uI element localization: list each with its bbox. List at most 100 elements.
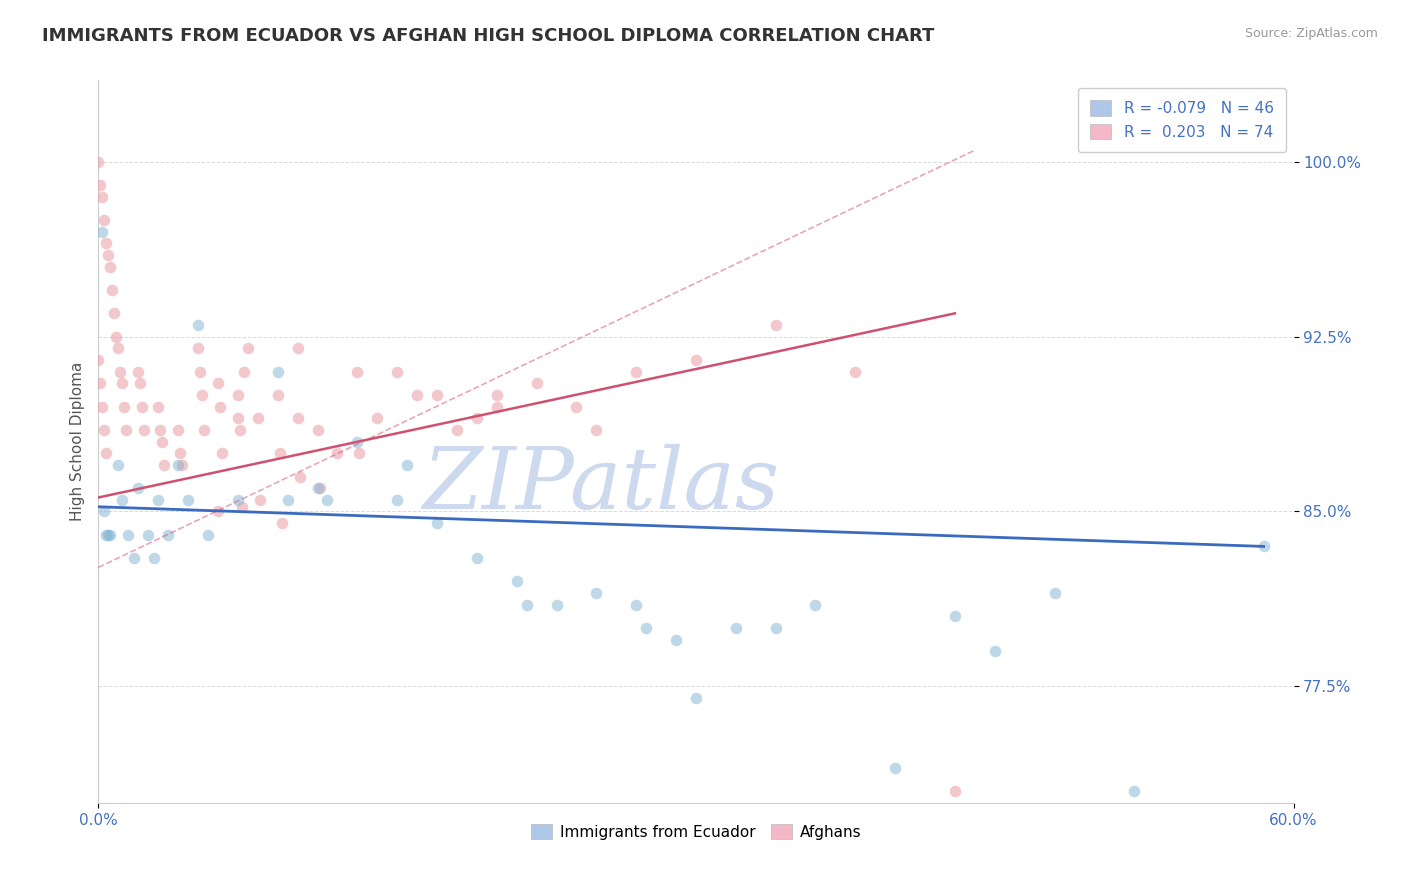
Point <box>804 598 827 612</box>
Point <box>143 551 166 566</box>
Point <box>107 341 129 355</box>
Point <box>149 423 172 437</box>
Point <box>277 492 299 507</box>
Point <box>136 528 159 542</box>
Point <box>269 446 291 460</box>
Point <box>167 458 190 472</box>
Point <box>93 504 115 518</box>
Point <box>96 236 118 251</box>
Point <box>110 365 132 379</box>
Text: Source: ZipAtlas.com: Source: ZipAtlas.com <box>1244 27 1378 40</box>
Point <box>87 154 110 169</box>
Point <box>485 388 508 402</box>
Point <box>105 329 128 343</box>
Point <box>93 423 115 437</box>
Point <box>229 423 252 437</box>
Point <box>984 644 1007 658</box>
Point <box>270 516 292 530</box>
Point <box>101 283 124 297</box>
Point <box>93 213 115 227</box>
Point <box>465 411 488 425</box>
Point <box>87 353 110 368</box>
Point <box>546 598 568 612</box>
Point <box>89 178 111 193</box>
Point <box>97 528 120 542</box>
Point <box>267 365 290 379</box>
Point <box>167 423 190 437</box>
Text: IMMIGRANTS FROM ECUADOR VS AFGHAN HIGH SCHOOL DIPLOMA CORRELATION CHART: IMMIGRANTS FROM ECUADOR VS AFGHAN HIGH S… <box>42 27 935 45</box>
Point <box>349 446 371 460</box>
Point <box>150 434 173 449</box>
Point <box>89 376 111 391</box>
Point <box>636 621 658 635</box>
Point <box>516 598 538 612</box>
Point <box>148 492 170 507</box>
Point <box>172 458 194 472</box>
Point <box>665 632 688 647</box>
Point <box>169 446 191 460</box>
Point <box>287 411 309 425</box>
Point <box>207 504 229 518</box>
Point <box>197 528 219 542</box>
Point <box>585 586 607 600</box>
Point <box>288 469 311 483</box>
Point <box>326 446 349 460</box>
Point <box>465 551 488 566</box>
Point <box>96 446 118 460</box>
Point <box>765 621 787 635</box>
Point <box>187 318 209 332</box>
Point <box>685 690 707 705</box>
Text: ZIPatlas: ZIPatlas <box>422 443 779 526</box>
Point <box>884 761 907 775</box>
Point <box>207 376 229 391</box>
Point <box>844 365 866 379</box>
Point <box>724 621 747 635</box>
Point <box>685 353 707 368</box>
Point <box>307 423 329 437</box>
Point <box>129 376 152 391</box>
Point <box>157 528 180 542</box>
Point <box>134 423 156 437</box>
Point <box>232 365 254 379</box>
Point <box>626 365 648 379</box>
Point <box>585 423 607 437</box>
Point <box>366 411 388 425</box>
Point <box>249 492 271 507</box>
Point <box>385 365 409 379</box>
Point <box>117 528 139 542</box>
Point <box>626 598 648 612</box>
Point <box>111 492 134 507</box>
Point <box>187 341 209 355</box>
Point <box>208 400 231 414</box>
Point <box>396 458 419 472</box>
Y-axis label: High School Diploma: High School Diploma <box>69 362 84 521</box>
Point <box>153 458 176 472</box>
Point <box>91 400 114 414</box>
Point <box>406 388 429 402</box>
Point <box>91 225 114 239</box>
Point <box>426 516 449 530</box>
Point <box>103 306 125 320</box>
Legend: Immigrants from Ecuador, Afghans: Immigrants from Ecuador, Afghans <box>524 818 868 846</box>
Point <box>191 388 214 402</box>
Point <box>485 400 508 414</box>
Point <box>267 388 290 402</box>
Point <box>1253 540 1275 554</box>
Point <box>346 365 368 379</box>
Point <box>385 492 409 507</box>
Point <box>565 400 588 414</box>
Point <box>211 446 233 460</box>
Point <box>112 400 135 414</box>
Point <box>287 341 309 355</box>
Point <box>124 551 146 566</box>
Point <box>346 434 368 449</box>
Point <box>188 365 211 379</box>
Point <box>226 411 249 425</box>
Point <box>316 492 339 507</box>
Point <box>91 190 114 204</box>
Point <box>107 458 129 472</box>
Point <box>943 609 966 624</box>
Point <box>127 365 149 379</box>
Point <box>127 481 149 495</box>
Point <box>1043 586 1066 600</box>
